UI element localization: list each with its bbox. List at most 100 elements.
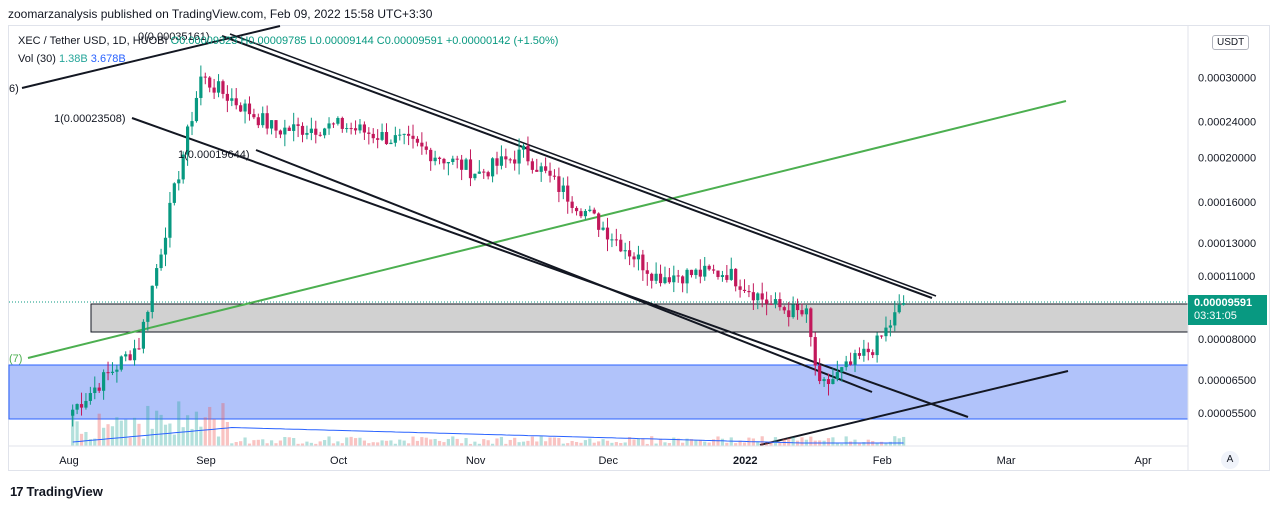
volume-bar xyxy=(579,442,583,446)
volume-bar xyxy=(508,439,512,446)
candle-body xyxy=(574,207,579,212)
volume-bar xyxy=(641,438,645,446)
candle-body xyxy=(451,158,455,163)
candle-body xyxy=(402,133,406,135)
volume-bar xyxy=(787,438,791,446)
volume-bar xyxy=(102,427,106,446)
ohlc-values: O0.00009323 H0.00009785 L0.00009144 C0.0… xyxy=(170,35,559,47)
volume-bar xyxy=(773,437,778,446)
candle-body xyxy=(544,166,548,171)
volume-bar xyxy=(256,439,260,446)
x-tick-7: Mar xyxy=(997,455,1016,467)
volume-bar xyxy=(778,442,782,446)
candle-body xyxy=(738,286,742,290)
tradingview-footer[interactable]: 17 TradingView xyxy=(10,484,103,499)
left-cut-label-top: 6) xyxy=(9,83,19,95)
demand-zone xyxy=(8,364,1189,420)
volume-bar xyxy=(216,436,221,446)
y-tick-2: 0.00020000 xyxy=(1198,153,1256,165)
candle-body xyxy=(795,304,800,311)
x-tick-5: 2022 xyxy=(733,455,757,467)
volume-bar xyxy=(429,439,433,446)
volume-bar xyxy=(857,443,862,446)
volume-bar xyxy=(367,443,371,446)
volume-bar xyxy=(499,436,504,446)
fib-mid-label: 1(0.00023508) xyxy=(54,113,126,125)
candle-body xyxy=(875,335,879,356)
volume-bar xyxy=(146,405,150,446)
volume-bar xyxy=(331,443,336,446)
candle-body xyxy=(504,156,508,160)
rising-support-line xyxy=(759,370,1069,446)
auto-scale-button[interactable]: A xyxy=(1221,451,1239,469)
candle-body xyxy=(340,117,344,129)
candle-body xyxy=(362,124,366,133)
volume-bar xyxy=(893,436,897,446)
volume-bar xyxy=(486,440,490,446)
candle-body xyxy=(561,185,565,192)
currency-badge[interactable]: USDT xyxy=(1212,35,1250,50)
fib-top-label: 0(0.00035161) xyxy=(138,31,210,43)
chart-frame xyxy=(8,25,1270,471)
volume-bar xyxy=(181,427,185,446)
candle-body xyxy=(265,113,269,129)
candle-body xyxy=(159,254,163,269)
candle-body xyxy=(857,353,862,356)
y-tick-1: 0.00024000 xyxy=(1198,117,1256,129)
candle-body xyxy=(141,321,145,349)
candle-body xyxy=(583,210,587,217)
volume-bar xyxy=(239,441,243,446)
volume-bar xyxy=(225,422,229,446)
candle-body xyxy=(698,269,702,277)
volume-bar xyxy=(658,438,663,446)
candle-body xyxy=(703,265,707,277)
volume-bar xyxy=(769,441,773,446)
candle-body xyxy=(132,348,137,361)
volume-bar xyxy=(765,442,769,446)
volume-bar xyxy=(628,437,632,446)
candle-body xyxy=(124,354,128,357)
volume-bar xyxy=(451,436,455,446)
candle-body xyxy=(208,77,212,88)
y-tick-6: 0.00008000 xyxy=(1198,334,1256,346)
volume-bar xyxy=(420,437,424,446)
candle-body xyxy=(893,312,897,326)
volume-bar xyxy=(300,443,305,446)
candle-body xyxy=(605,227,610,240)
volume-bar xyxy=(650,436,654,446)
candle-body xyxy=(566,185,570,202)
candle-body xyxy=(844,361,848,368)
volume-bar xyxy=(455,438,459,446)
volume-bar xyxy=(539,436,543,446)
left-cut-label-bottom: (7) xyxy=(9,353,22,365)
candle-body xyxy=(902,303,906,305)
candle-body xyxy=(597,213,601,230)
candle-body xyxy=(415,138,420,143)
candle-body xyxy=(482,171,486,173)
volume-bar xyxy=(292,437,296,446)
candle-body xyxy=(526,145,530,162)
y-tick-7: 0.00006500 xyxy=(1198,375,1256,387)
candle-body xyxy=(371,133,375,139)
candle-body xyxy=(681,276,685,284)
volume-legend: Vol (30) 1.38B 3.678B xyxy=(18,53,126,65)
volume-bar xyxy=(840,443,844,446)
volume-bar xyxy=(751,438,755,446)
volume-bar xyxy=(566,443,570,446)
volume-bar xyxy=(380,440,384,446)
candle-body xyxy=(349,128,353,130)
candle-body xyxy=(137,348,141,350)
volume-bar xyxy=(274,443,278,446)
candle-body xyxy=(384,132,389,145)
candle-body xyxy=(168,202,172,238)
last-price-tag: 0.00009591 03:31:05 xyxy=(1188,295,1267,325)
x-tick-6: Feb xyxy=(873,455,892,467)
candle-body xyxy=(71,409,75,416)
volume-bar xyxy=(592,442,596,446)
volume-bar xyxy=(150,428,154,446)
candle-body xyxy=(274,120,278,131)
volume-bar xyxy=(490,443,495,446)
volume-bar xyxy=(358,437,362,446)
volume-bar xyxy=(561,443,565,446)
